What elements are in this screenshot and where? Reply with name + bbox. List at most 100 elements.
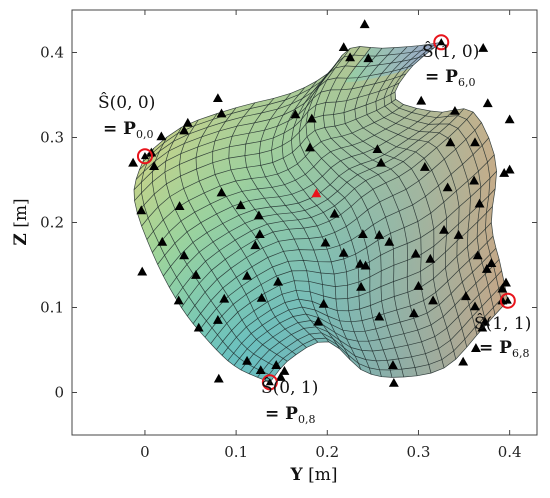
control-point-marker bbox=[410, 248, 421, 258]
control-point-marker bbox=[179, 125, 190, 135]
control-point-marker bbox=[372, 144, 383, 154]
control-point-marker bbox=[174, 201, 185, 210]
control-point-marker bbox=[290, 109, 301, 119]
control-point-marker bbox=[469, 175, 480, 185]
corner-circle-marker bbox=[499, 292, 516, 309]
corner-circle-marker bbox=[261, 374, 278, 391]
control-point-marker bbox=[254, 229, 265, 239]
annotation-s11-line1: Ŝ(1, 1) bbox=[474, 313, 531, 334]
control-point-marker bbox=[250, 240, 261, 250]
control-point-marker bbox=[504, 114, 515, 124]
control-point-marker bbox=[275, 372, 286, 381]
annotation-s10: Ŝ(1, 0) = P6,0 bbox=[422, 41, 479, 89]
control-point-marker bbox=[212, 315, 223, 324]
mesh-line-v bbox=[157, 110, 431, 265]
control-point-marker bbox=[329, 208, 340, 218]
control-point-marker bbox=[355, 258, 366, 268]
control-point-marker bbox=[442, 182, 453, 192]
control-point-marker bbox=[219, 293, 230, 303]
svg-text:= P6,0: = P6,0 bbox=[425, 67, 475, 89]
control-point-marker bbox=[497, 283, 508, 293]
control-point-marker bbox=[360, 260, 371, 270]
control-point-marker bbox=[235, 200, 246, 210]
mesh-line-v bbox=[144, 41, 442, 157]
y-tick-label: 0.1 bbox=[40, 299, 64, 317]
control-point-marker bbox=[136, 205, 147, 215]
mesh-line-v bbox=[137, 91, 396, 214]
annotation-s10-line1: Ŝ(1, 0) bbox=[422, 41, 479, 62]
control-point-marker bbox=[474, 198, 485, 208]
control-point-marker bbox=[306, 113, 317, 123]
control-point-marker bbox=[450, 105, 460, 115]
control-point-marker bbox=[338, 42, 349, 52]
control-point-marker bbox=[486, 258, 497, 267]
x-axis-label: Y [m] bbox=[290, 465, 338, 485]
surface-fill-shade bbox=[134, 42, 508, 383]
control-point-marker bbox=[388, 360, 398, 369]
control-point-marker bbox=[182, 117, 193, 127]
mesh-line-v bbox=[269, 300, 509, 383]
mesh-line-v bbox=[216, 206, 493, 350]
annotation-s11-line2: = P bbox=[479, 338, 512, 358]
control-point-marker bbox=[213, 373, 224, 383]
control-point-marker bbox=[388, 377, 399, 387]
control-point-marker bbox=[504, 164, 515, 174]
svg-text:= P0,0: = P0,0 bbox=[103, 119, 153, 141]
mesh-line-v bbox=[141, 99, 396, 227]
control-point-marker bbox=[359, 19, 370, 29]
control-point-marker bbox=[416, 95, 427, 105]
control-point-marker bbox=[279, 366, 290, 375]
svg-text:Z [m]: Z [m] bbox=[11, 198, 31, 245]
mesh-line-v bbox=[233, 247, 497, 366]
corner-control-point bbox=[140, 152, 149, 160]
mesh-line-v bbox=[152, 108, 417, 253]
control-point-marker bbox=[458, 356, 469, 366]
control-point-marker bbox=[271, 360, 282, 369]
annotation-s00-sub: 0,0 bbox=[136, 128, 154, 141]
control-point-marker bbox=[137, 266, 148, 276]
svg-text:= P6,8: = P6,8 bbox=[479, 338, 529, 360]
control-point-marker bbox=[320, 237, 331, 247]
control-point-marker bbox=[413, 281, 424, 290]
annotation-s00: Ŝ(0, 0) = P0,0 bbox=[98, 92, 155, 141]
control-point-marker bbox=[191, 270, 201, 279]
control-point-marker bbox=[472, 250, 483, 260]
corner-control-point bbox=[437, 38, 446, 46]
control-point-marker bbox=[156, 131, 167, 141]
control-point-marker bbox=[242, 270, 252, 280]
control-point-marker bbox=[482, 98, 493, 108]
annotation-s01-line2: = P bbox=[265, 404, 298, 424]
annotation-s01-line1: Ŝ(0, 1) bbox=[261, 377, 318, 398]
control-point-marker bbox=[501, 277, 511, 287]
control-point-marker bbox=[149, 161, 159, 171]
control-point-marker bbox=[478, 43, 489, 52]
control-point-marker bbox=[305, 142, 315, 152]
y-tick-label: 0.3 bbox=[40, 129, 64, 147]
mesh-line-v bbox=[139, 55, 424, 171]
control-point-marker bbox=[193, 322, 204, 332]
x-tick-label: 0 bbox=[140, 443, 150, 461]
surface-mesh bbox=[133, 41, 509, 383]
mesh-line-v bbox=[135, 64, 414, 180]
annotation-s00-line2: = P bbox=[103, 119, 136, 139]
annotation-s10-line2: = P bbox=[425, 67, 458, 87]
axis-ticks: 0 0.1 0.2 0.3 0.4 0 0.1 0.2 0.3 0.4 bbox=[40, 10, 537, 461]
control-point-marker bbox=[179, 250, 190, 260]
surface-ridge bbox=[344, 42, 442, 83]
control-point-marker bbox=[460, 291, 471, 301]
control-point-marker bbox=[499, 168, 510, 177]
corner-control-point bbox=[503, 296, 512, 304]
control-point-marker bbox=[157, 236, 168, 246]
mesh-line-v bbox=[221, 222, 492, 356]
mesh-line-v bbox=[264, 293, 507, 381]
x-tick-label: 0.1 bbox=[224, 443, 248, 461]
control-point-marker bbox=[376, 157, 387, 167]
control-point-marker bbox=[173, 295, 184, 305]
y-axis-label-bold: Z bbox=[11, 233, 31, 245]
mesh-line-v bbox=[204, 170, 497, 338]
control-point-marker bbox=[357, 229, 368, 239]
mesh-line-v bbox=[257, 282, 505, 378]
control-point-marker bbox=[481, 264, 492, 273]
control-point-marker bbox=[419, 162, 430, 171]
